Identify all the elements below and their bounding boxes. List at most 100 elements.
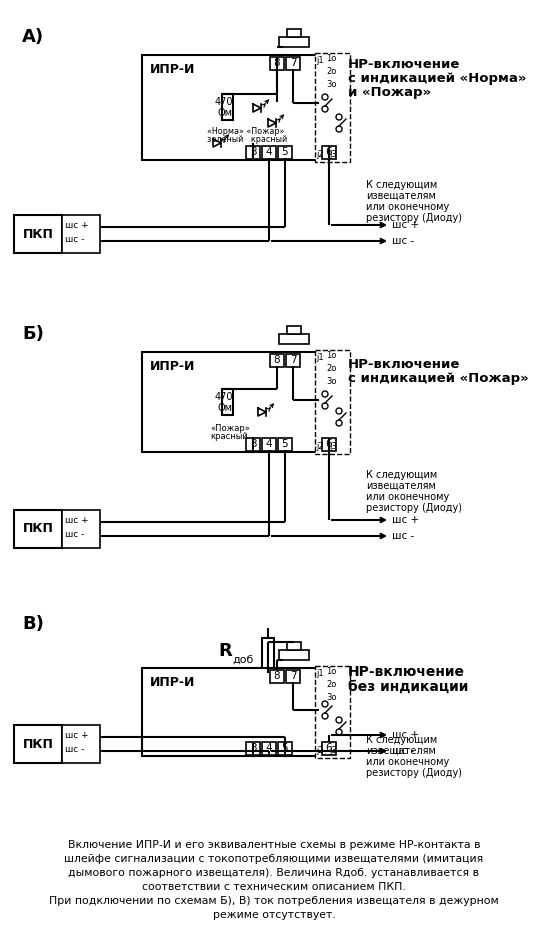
- Text: 3o: 3o: [326, 693, 336, 702]
- Text: j3: j3: [329, 150, 337, 159]
- Text: извещателям: извещателям: [366, 746, 436, 756]
- Bar: [246, 742, 260, 755]
- Text: 4: 4: [266, 743, 272, 753]
- Text: извещателям: извещателям: [366, 191, 436, 201]
- Text: 8: 8: [273, 58, 281, 68]
- Text: j2: j2: [316, 150, 324, 159]
- Text: шс +: шс +: [392, 730, 419, 740]
- Text: ИПР-И: ИПР-И: [150, 63, 196, 76]
- Bar: [246, 145, 260, 158]
- Text: или оконечному: или оконечному: [366, 202, 449, 212]
- Bar: [142, 352, 317, 452]
- Text: извещателям: извещателям: [366, 481, 436, 491]
- Bar: [262, 742, 276, 755]
- Text: шс +: шс +: [65, 731, 89, 740]
- Bar: [278, 145, 292, 158]
- Bar: [270, 353, 284, 366]
- Text: К следующим: К следующим: [366, 470, 437, 480]
- Text: «Пожар»: «Пожар»: [210, 424, 250, 433]
- Text: 2o: 2o: [326, 67, 336, 76]
- Text: шс -: шс -: [65, 530, 84, 539]
- Text: К следующим: К следующим: [366, 180, 437, 190]
- Text: шс +: шс +: [65, 516, 89, 525]
- Bar: [322, 742, 336, 755]
- Text: 3o: 3o: [326, 80, 336, 89]
- Bar: [270, 669, 284, 682]
- Text: с индикацией «Норма»: с индикацией «Норма»: [348, 72, 527, 85]
- Text: резистору (Диоду): резистору (Диоду): [366, 503, 462, 513]
- Bar: [142, 668, 317, 756]
- Bar: [322, 437, 336, 450]
- Text: 7: 7: [290, 355, 296, 365]
- Text: 7: 7: [290, 671, 296, 681]
- Text: 5: 5: [282, 147, 288, 157]
- Text: шс -: шс -: [65, 745, 84, 754]
- Bar: [262, 145, 276, 158]
- Text: 8: 8: [273, 355, 281, 365]
- Text: с индикацией «Пожар»: с индикацией «Пожар»: [348, 372, 529, 385]
- Text: 4: 4: [266, 147, 272, 157]
- Text: шс -: шс -: [392, 531, 414, 541]
- Bar: [221, 389, 232, 415]
- Bar: [14, 215, 62, 253]
- Bar: [262, 638, 274, 673]
- Bar: [322, 145, 336, 158]
- Bar: [286, 353, 300, 366]
- Text: НР-включение: НР-включение: [348, 58, 460, 71]
- Bar: [221, 94, 232, 120]
- Text: 3o: 3o: [326, 377, 336, 386]
- Text: 6: 6: [326, 743, 332, 753]
- Bar: [262, 437, 276, 450]
- Text: ИПР-И: ИПР-И: [150, 676, 196, 689]
- Text: ПКП: ПКП: [22, 737, 54, 750]
- Text: шс +: шс +: [392, 515, 419, 525]
- Bar: [278, 742, 292, 755]
- Text: шс +: шс +: [392, 220, 419, 230]
- Bar: [315, 53, 350, 162]
- Text: без индикации: без индикации: [348, 680, 469, 694]
- Bar: [279, 650, 309, 660]
- Text: А): А): [22, 28, 44, 46]
- Text: j1: j1: [316, 353, 324, 362]
- Text: 2o: 2o: [326, 680, 336, 689]
- Bar: [14, 510, 62, 548]
- Bar: [62, 725, 100, 763]
- Text: 6: 6: [326, 147, 332, 157]
- Bar: [246, 437, 260, 450]
- Text: и «Пожар»: и «Пожар»: [348, 86, 431, 99]
- Text: 6: 6: [326, 439, 332, 449]
- Text: или оконечному: или оконечному: [366, 492, 449, 502]
- Text: В): В): [22, 615, 44, 633]
- Bar: [14, 725, 62, 763]
- Text: 8: 8: [273, 671, 281, 681]
- Text: зеленый   красный: зеленый красный: [207, 135, 287, 144]
- Bar: [278, 437, 292, 450]
- Text: шс -: шс -: [392, 236, 414, 246]
- Text: ИПР-И: ИПР-И: [150, 360, 196, 373]
- Text: резистору (Диоду): резистору (Диоду): [366, 213, 462, 223]
- Text: доб: доб: [232, 654, 253, 665]
- Text: 5: 5: [282, 743, 288, 753]
- Bar: [287, 326, 301, 334]
- Bar: [315, 666, 350, 758]
- Text: 1o: 1o: [326, 54, 336, 63]
- Text: шс +: шс +: [65, 221, 89, 230]
- Text: 3: 3: [250, 743, 256, 753]
- Text: j2: j2: [316, 442, 324, 451]
- Text: «Норма» «Пожар»: «Норма» «Пожар»: [207, 127, 284, 136]
- Text: j2: j2: [316, 746, 324, 755]
- Bar: [287, 29, 301, 37]
- Bar: [315, 350, 350, 454]
- Text: ПКП: ПКП: [22, 227, 54, 240]
- Text: красный: красный: [210, 432, 248, 441]
- Bar: [287, 642, 301, 650]
- Text: НР-включение: НР-включение: [348, 358, 460, 371]
- Text: или оконечному: или оконечному: [366, 757, 449, 767]
- Text: j3: j3: [329, 442, 337, 451]
- Text: Включение ИПР-И и его эквивалентные схемы в режиме НР-контакта в
шлейфе сигнализ: Включение ИПР-И и его эквивалентные схем…: [49, 840, 499, 920]
- Text: 3: 3: [250, 147, 256, 157]
- Bar: [62, 215, 100, 253]
- Text: 5: 5: [282, 439, 288, 449]
- Text: R: R: [218, 642, 232, 661]
- Text: шс -: шс -: [65, 235, 84, 244]
